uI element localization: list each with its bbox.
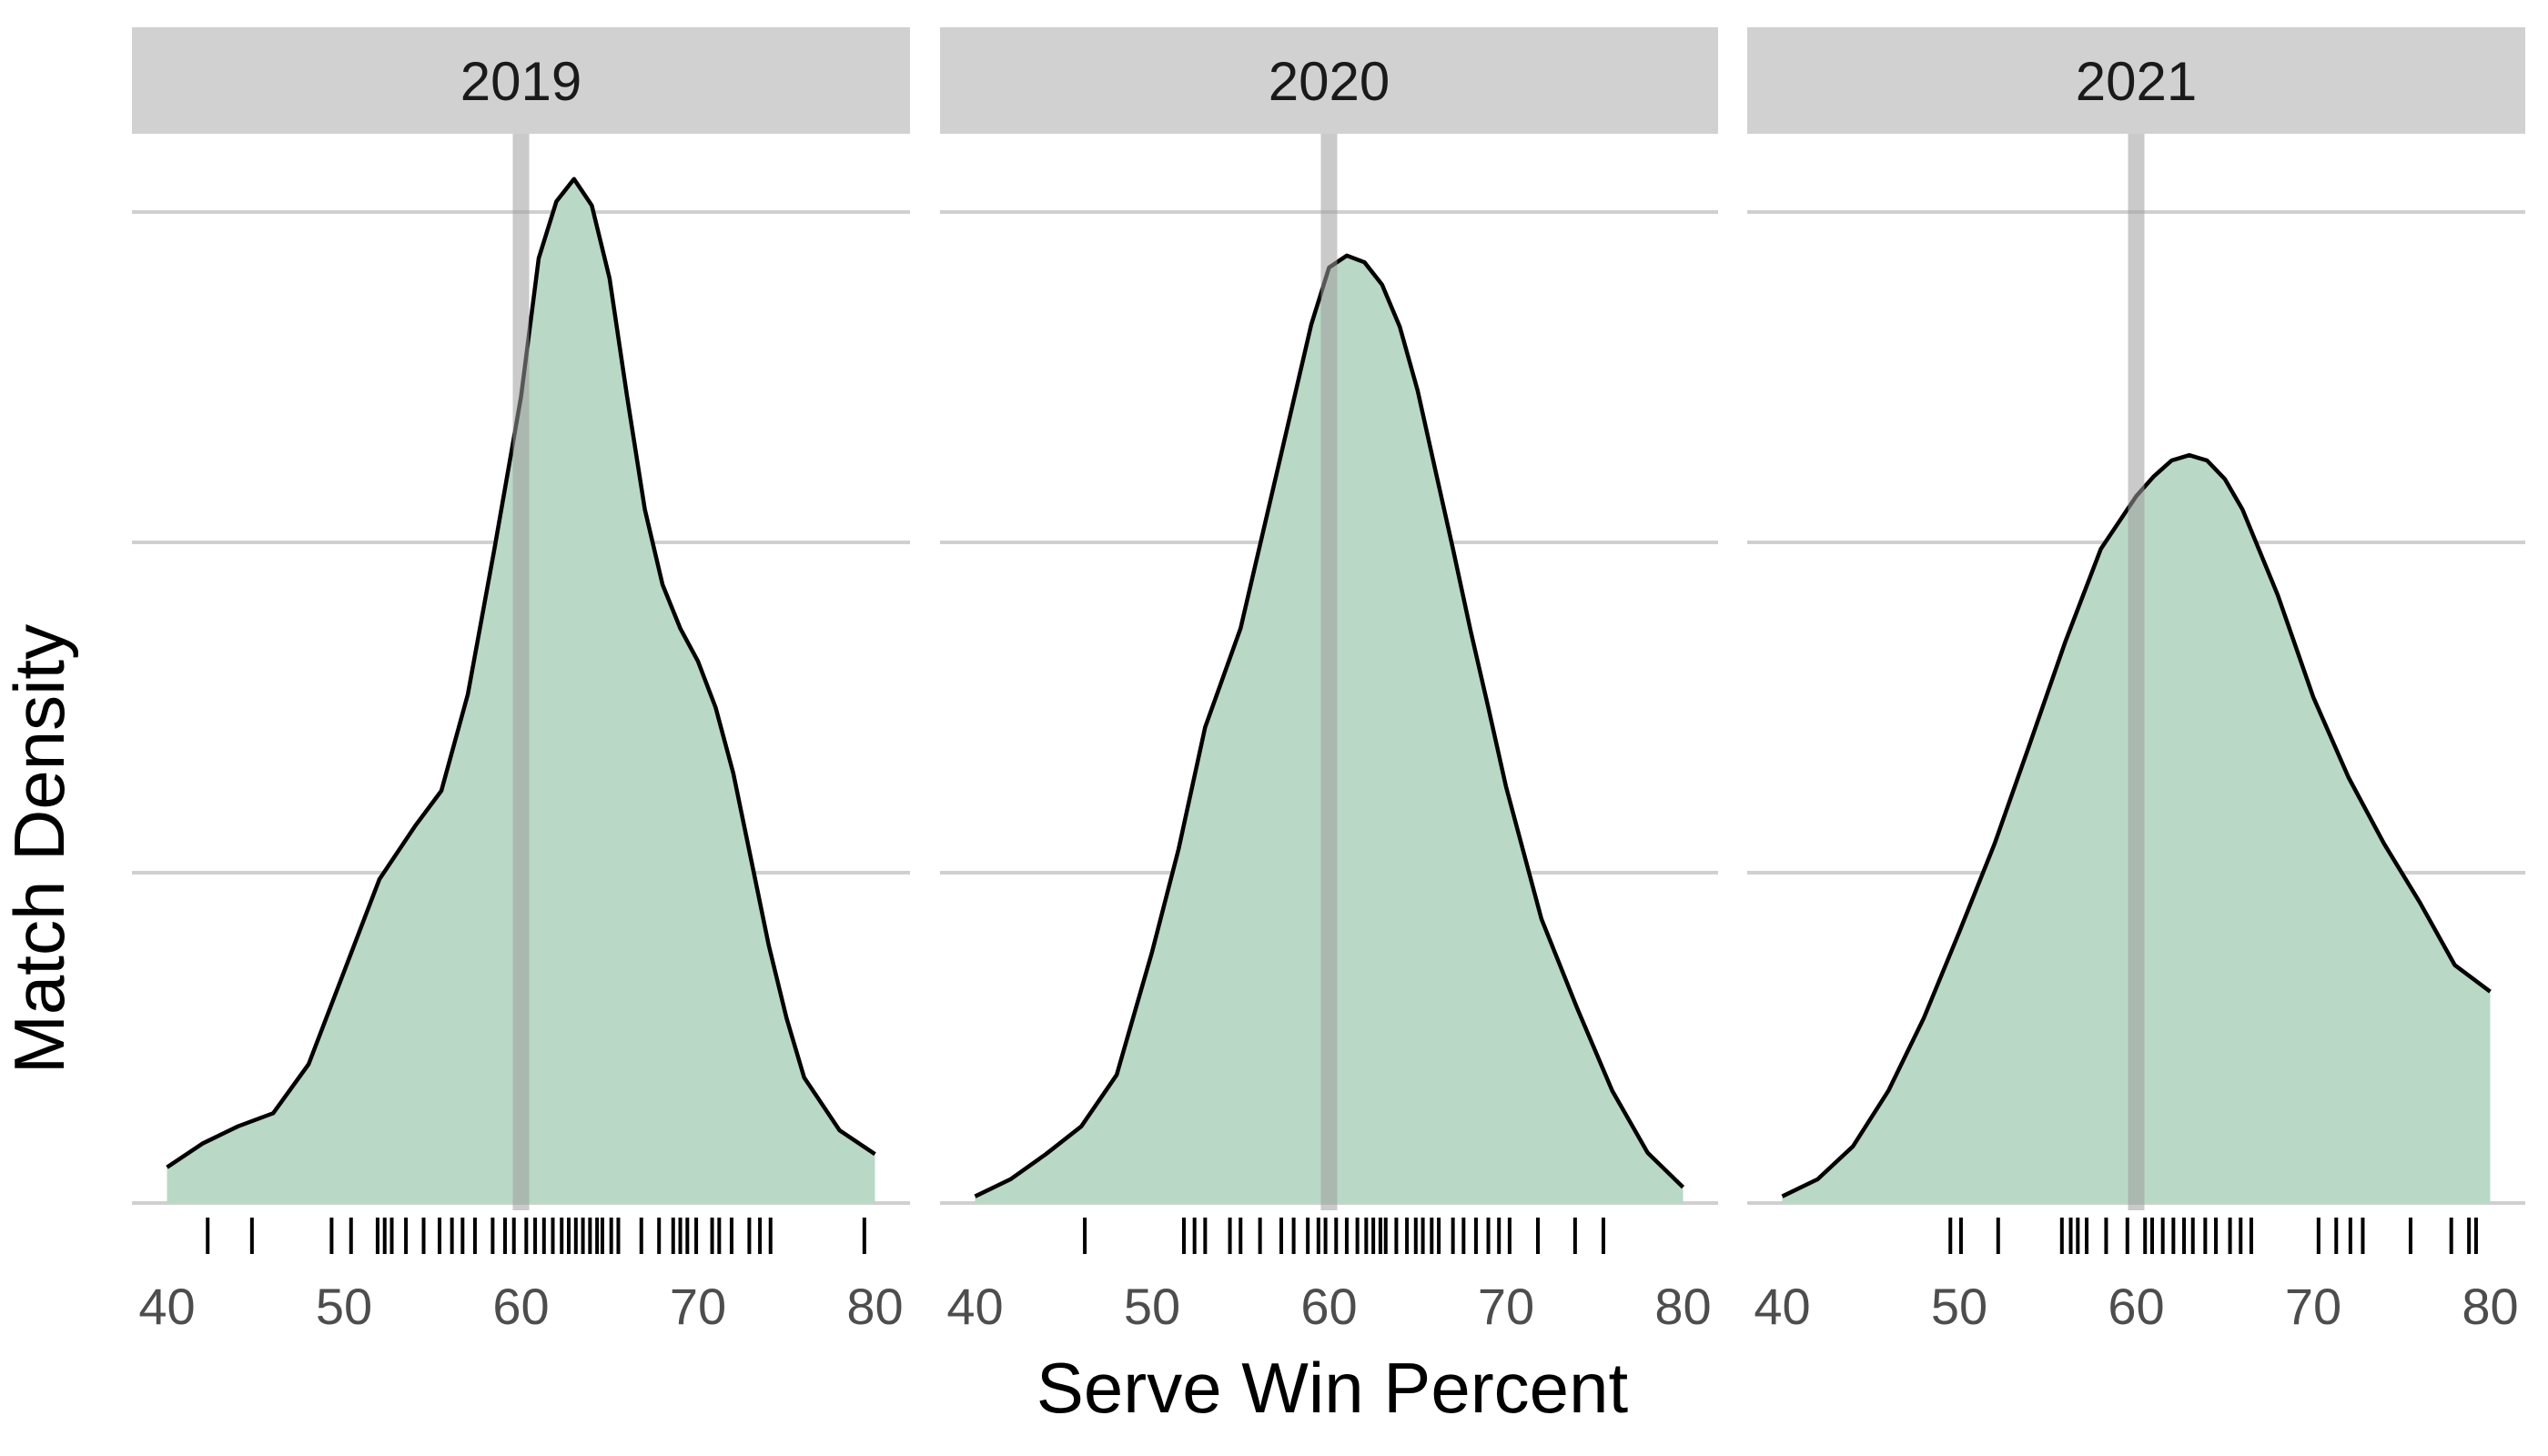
x-tick-label: 80	[2462, 1278, 2518, 1335]
facet-panel-2021: 2021 40 50 60 70 80	[1747, 27, 2525, 1335]
x-tick-label: 50	[1931, 1278, 1987, 1335]
x-tick-label: 50	[316, 1278, 372, 1335]
facet-strip	[132, 27, 910, 134]
facets: 2019 40 50 60 70 80 2020 40 50 60 70 80 2021 40 50 60 70…	[132, 27, 2525, 1335]
x-tick-label: 50	[1124, 1278, 1180, 1335]
x-tick-label: 70	[1478, 1278, 1534, 1335]
density-line	[166, 177, 876, 1169]
facet-strip-label: 2021	[2076, 51, 2197, 112]
facet-strip	[1747, 27, 2525, 134]
x-tick-label: 80	[1654, 1278, 1711, 1335]
y-axis-title: Match Density	[0, 624, 79, 1074]
density-line	[974, 253, 1685, 1198]
x-tick-label: 60	[492, 1278, 549, 1335]
x-tick-label: 70	[670, 1278, 726, 1335]
x-tick-label: 80	[846, 1278, 903, 1335]
x-tick-label: 60	[2108, 1278, 2164, 1335]
facet-strip-label: 2020	[1269, 51, 1390, 112]
x-tick-label: 40	[946, 1278, 1003, 1335]
facet-strip-label: 2019	[460, 51, 581, 112]
x-tick-label: 60	[1300, 1278, 1357, 1335]
x-tick-label: 70	[2285, 1278, 2341, 1335]
facet-strip	[940, 27, 1718, 134]
facet-panel-2019: 2019 40 50 60 70 80	[132, 27, 910, 1335]
x-axis-title: Serve Win Percent	[1036, 1348, 1629, 1428]
x-tick-label: 40	[138, 1278, 195, 1335]
x-tick-label: 40	[1754, 1278, 1810, 1335]
facet-panel-2020: 2020 40 50 60 70 80	[940, 27, 1718, 1335]
density-line	[1781, 452, 2492, 1198]
